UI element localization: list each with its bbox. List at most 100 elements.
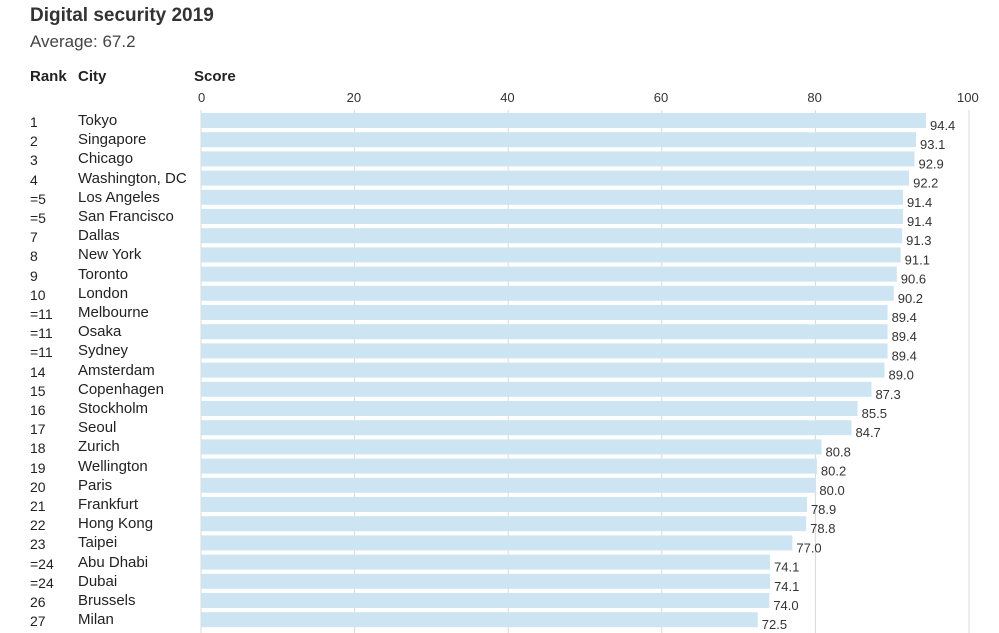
- value-label: 84.7: [855, 425, 880, 440]
- city-label: Los Angeles: [78, 188, 160, 206]
- city-label: Melbourne: [78, 304, 149, 321]
- city-label: San Francisco: [78, 208, 174, 225]
- rank-label: =11: [30, 344, 53, 361]
- value-label: 80.8: [826, 444, 851, 459]
- rank-label: 20: [30, 478, 46, 495]
- x-tick-label: 0: [198, 90, 206, 105]
- score-column-header: Score: [194, 68, 236, 85]
- city-label: Taipei: [78, 534, 118, 552]
- x-tick-label: 60: [653, 90, 669, 105]
- rank-label: 19: [30, 459, 46, 476]
- value-label: 72.5: [762, 617, 787, 632]
- rank-label: 7: [30, 229, 38, 246]
- rank-label: =5: [30, 210, 46, 226]
- rank-label: 15: [30, 382, 46, 399]
- rank-label: =24: [30, 574, 54, 591]
- rank-label: 10: [30, 286, 46, 303]
- value-label: 92.9: [918, 156, 943, 171]
- city-label: Washington, DC: [78, 169, 187, 187]
- bar: [201, 573, 771, 589]
- bar: [201, 285, 894, 301]
- bar: [201, 209, 903, 224]
- rank-label: 9: [30, 267, 38, 284]
- value-label: 89.4: [892, 348, 917, 363]
- city-label: Frankfurt: [78, 496, 139, 513]
- city-label: Hong Kong: [78, 515, 154, 533]
- city-label: Stockholm: [78, 400, 149, 417]
- value-label: 74.0: [773, 598, 798, 613]
- value-label: 91.3: [906, 233, 931, 248]
- rank-label: =24: [30, 555, 54, 572]
- rank-label: =11: [30, 306, 53, 322]
- x-tick-label: 100: [957, 90, 979, 105]
- value-label: 94.4: [930, 118, 955, 133]
- city-label: Singapore: [78, 131, 147, 149]
- bar: [201, 113, 926, 128]
- rank-label: =11: [30, 325, 53, 342]
- rank-label: =5: [30, 190, 46, 207]
- bar: [201, 170, 910, 186]
- city-label: Osaka: [78, 323, 122, 341]
- x-tick-label: 20: [346, 90, 362, 105]
- value-label: 85.5: [862, 406, 887, 421]
- bar: [201, 593, 770, 608]
- rank-label: 16: [30, 402, 46, 418]
- rank-label: 21: [30, 498, 46, 514]
- city-label: Sydney: [78, 342, 129, 360]
- city-label: London: [78, 284, 129, 302]
- value-label: 92.2: [913, 176, 938, 191]
- bar: [201, 324, 888, 340]
- bar: [201, 381, 872, 397]
- bar: [201, 343, 888, 359]
- bar: [201, 458, 817, 474]
- city-label: Paris: [78, 476, 113, 494]
- bar: [201, 305, 888, 320]
- value-label: 89.4: [892, 310, 917, 325]
- rank-label: 4: [30, 171, 38, 188]
- city-label: Copenhagen: [78, 380, 164, 398]
- city-label: Seoul: [78, 419, 117, 437]
- value-label: 89.4: [892, 329, 917, 344]
- bar: [201, 401, 858, 416]
- rank-label: 23: [30, 536, 46, 553]
- x-tick-label: 80: [807, 90, 822, 105]
- rank-label: 22: [30, 517, 46, 534]
- rank-label: 18: [30, 440, 46, 457]
- bar: [201, 497, 807, 512]
- bar: [201, 132, 917, 148]
- chart-subtitle: Average: 67.2: [30, 32, 136, 51]
- value-label: 93.1: [920, 137, 945, 152]
- value-label: 91.4: [907, 195, 932, 210]
- city-label: Dubai: [78, 572, 118, 590]
- rank-label: 14: [30, 363, 46, 380]
- bar: [201, 477, 816, 493]
- rank-label: 1: [30, 114, 38, 130]
- city-label: Abu Dhabi: [78, 553, 149, 571]
- rank-label: 3: [30, 152, 38, 169]
- city-label: Toronto: [78, 265, 129, 283]
- city-label: New York: [78, 246, 142, 264]
- city-label: Brussels: [78, 592, 136, 609]
- value-label: 77.0: [796, 540, 821, 555]
- city-label: Tokyo: [78, 112, 118, 129]
- bar: [201, 554, 771, 570]
- bar: [201, 535, 793, 551]
- value-label: 80.0: [819, 483, 844, 498]
- bar: [201, 420, 852, 436]
- bar: [201, 612, 758, 628]
- city-label: Amsterdam: [78, 361, 155, 379]
- rank-label: 8: [30, 248, 38, 265]
- city-column-header: City: [78, 68, 107, 85]
- bar: [201, 228, 903, 244]
- rank-label: 17: [30, 421, 46, 438]
- bar: [201, 516, 807, 532]
- value-label: 78.9: [811, 502, 836, 517]
- city-label: Dallas: [78, 227, 120, 245]
- value-label: 87.3: [875, 387, 900, 402]
- rank-label: 2: [30, 133, 38, 150]
- city-label: Milan: [78, 611, 114, 629]
- rank-column-header: Rank: [30, 68, 67, 85]
- value-label: 74.1: [774, 579, 799, 594]
- value-label: 91.4: [907, 214, 932, 229]
